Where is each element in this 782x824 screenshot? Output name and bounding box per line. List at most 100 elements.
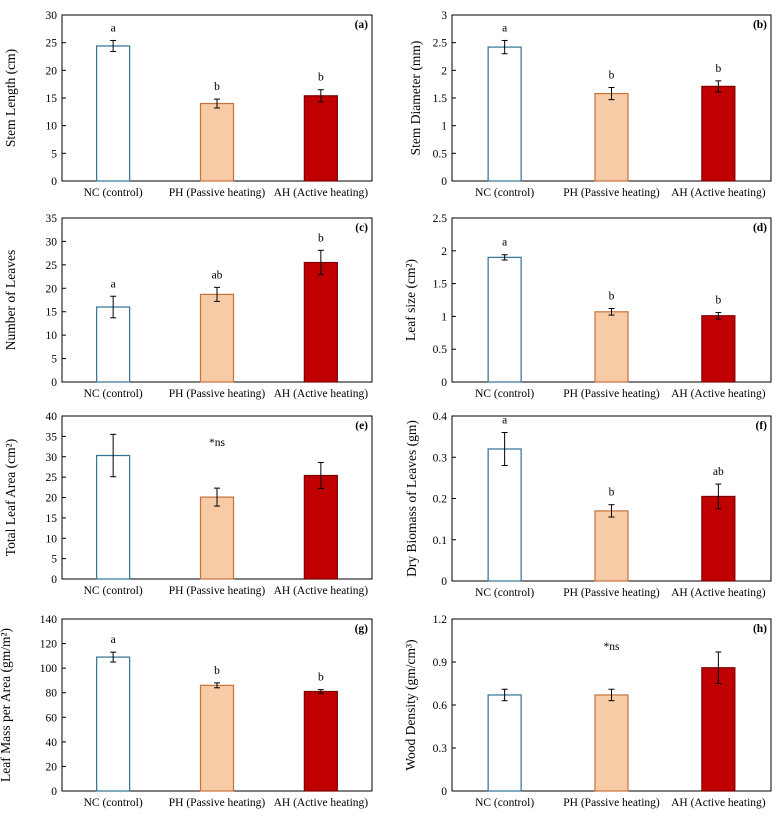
bar-ph (199, 496, 235, 580)
y-tick-label: 40 (46, 411, 58, 423)
y-tick-label: 10 (46, 121, 58, 133)
panel-tag: (b) (753, 19, 767, 31)
x-category-label: PH (Passive heating) (563, 187, 660, 199)
panel-tag: (d) (753, 222, 767, 234)
y-tick-label: 0 (441, 576, 447, 588)
significance-label: a (502, 237, 507, 249)
bar-nc (487, 694, 522, 792)
bar-ph (594, 510, 629, 582)
y-tick-label: 20 (46, 65, 58, 77)
significance-label: b (214, 665, 220, 677)
y-tick-label: 20 (46, 761, 58, 773)
bar-ph (199, 102, 235, 182)
error-bar (214, 286, 220, 302)
significance-label: b (609, 291, 615, 303)
significance-label: b (715, 63, 721, 75)
y-tick-label: 25 (46, 472, 58, 484)
y-axis-label: Dry Biomass of Leaves (gm) (404, 420, 419, 577)
y-tick-label: 0 (441, 786, 447, 798)
y-tick-label: 0.4 (433, 411, 448, 423)
error-bar (501, 688, 508, 702)
chart-panel-b: 0 0.5 1 1.5 2 2.5 3 Stem Diameter (mm) (b) a NC (c… (408, 10, 772, 199)
error-bar (501, 39, 508, 55)
bar-ah (303, 261, 338, 383)
y-tick-label: 2 (441, 246, 447, 258)
bar-ph (199, 293, 235, 383)
x-category-label: PH (Passive heating) (169, 797, 266, 809)
y-tick-label: 3 (441, 10, 447, 22)
x-category-label: AH (Active heating) (274, 585, 369, 597)
bar-ph (594, 311, 629, 383)
x-category-label: PH (Passive heating) (169, 585, 266, 597)
significance-note: *ns (604, 641, 621, 653)
x-category-label: NC (control) (475, 797, 534, 809)
error-bar (110, 651, 117, 663)
y-tick-label: 40 (46, 737, 58, 749)
chart-panel-d: 0 0.5 1 1.5 2 2.5 Leaf size (cm²) (d) a NC (contr… (403, 213, 772, 400)
y-tick-label: 120 (40, 639, 58, 651)
y-tick-label: 20 (46, 493, 58, 505)
chart-panel-e: 0 5 10 15 20 25 30 35 40 Total Leaf Area (cm²) (e)… (3, 411, 373, 597)
x-category-label: AH (Active heating) (671, 187, 766, 199)
significance-label: a (111, 22, 116, 34)
error-bar (715, 483, 722, 510)
y-tick-label: 0 (51, 786, 57, 798)
y-tick-label: 30 (46, 10, 58, 22)
x-category-label: NC (control) (475, 187, 534, 199)
y-tick-label: 0 (51, 176, 57, 188)
x-category-label: PH (Passive heating) (563, 797, 660, 809)
bar-ah (303, 474, 338, 580)
bar-ah (303, 690, 338, 792)
panel-tag: (e) (355, 420, 368, 432)
y-axis-label: Wood Density (gm/cm³) (403, 639, 418, 770)
x-category-label: AH (Active heating) (274, 797, 369, 809)
x-category-label: AH (Active heating) (671, 388, 766, 400)
significance-label: a (111, 634, 116, 646)
y-axis-label: Stem Diameter (mm) (408, 41, 423, 156)
y-tick-label: 60 (46, 712, 58, 724)
error-bar (214, 682, 220, 689)
y-tick-label: 15 (46, 513, 58, 525)
panel-tag: (h) (753, 623, 767, 635)
y-tick-label: 1.5 (433, 279, 448, 291)
x-category-label: PH (Passive heating) (563, 587, 660, 599)
x-category-label: NC (control) (84, 585, 143, 597)
x-category-label: AH (Active heating) (274, 187, 369, 199)
x-category-label: NC (control) (84, 388, 143, 400)
y-tick-label: 30 (46, 236, 58, 248)
error-bar (715, 311, 722, 320)
significance-label: b (318, 672, 324, 684)
bar-nc (487, 448, 522, 582)
y-tick-label: 0 (51, 574, 57, 586)
bar-ah (701, 315, 736, 383)
y-tick-label: 2 (441, 65, 447, 77)
chart-panel-g: 0 20 40 60 80 100 120 140 Leaf Mass per Area (gm… (0, 614, 373, 809)
error-bar (715, 651, 722, 684)
x-category-label: AH (Active heating) (274, 388, 369, 400)
panel-tag: (a) (355, 19, 369, 31)
significance-label: b (609, 487, 615, 499)
x-category-label: PH (Passive heating) (169, 388, 266, 400)
x-category-label: AH (Active heating) (671, 797, 766, 809)
error-bar (317, 249, 324, 276)
bar-ph (199, 684, 235, 792)
y-tick-label: 35 (46, 213, 58, 225)
error-bar (317, 461, 324, 490)
y-axis-label: Total Leaf Area (cm²) (3, 439, 18, 556)
bar-nc (487, 256, 522, 383)
y-tick-label: 0.6 (433, 700, 448, 712)
y-tick-label: 2.5 (433, 213, 448, 225)
y-tick-label: 100 (40, 663, 58, 675)
error-bar (715, 80, 722, 93)
bar-nc (487, 46, 522, 182)
error-bar (214, 487, 220, 507)
significance-label: ab (212, 269, 223, 281)
x-category-label: NC (control) (475, 587, 534, 599)
y-tick-label: 30 (46, 452, 58, 464)
error-bar (608, 688, 615, 702)
error-bar (608, 86, 615, 101)
bar-ph (594, 694, 629, 792)
y-tick-label: 5 (51, 148, 57, 160)
y-tick-label: 0 (441, 176, 447, 188)
bar-ah (701, 85, 736, 182)
